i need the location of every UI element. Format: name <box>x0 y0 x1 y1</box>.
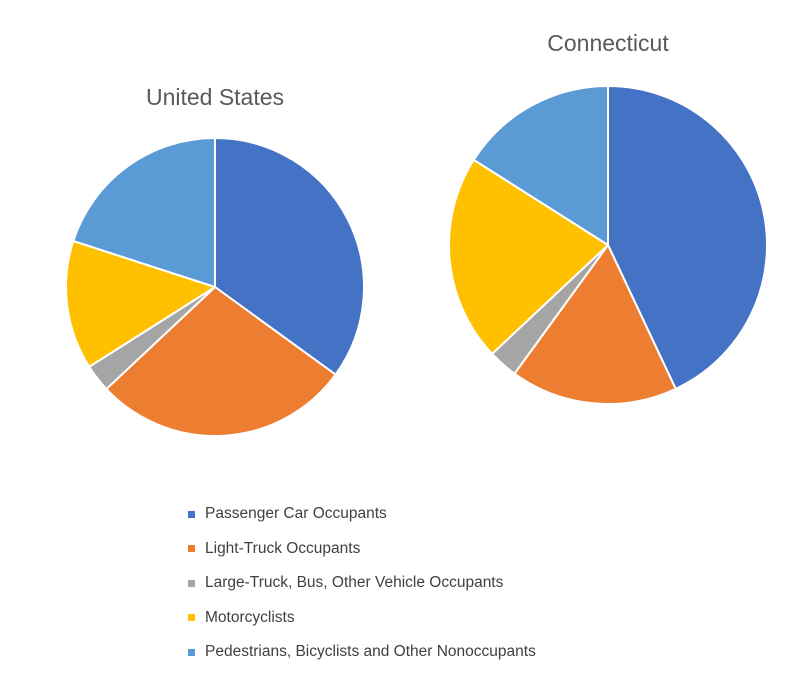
pie-slice-pedestrians-bicyclists-and-other-nonoccupants <box>72 137 216 288</box>
legend-label: Large-Truck, Bus, Other Vehicle Occupant… <box>205 574 504 592</box>
legend-label: Pedestrians, Bicyclists and Other Nonocc… <box>205 643 536 661</box>
chart-title-connecticut: Connecticut <box>547 30 669 56</box>
legend-swatch <box>188 579 195 587</box>
pie-slice-motorcyclists <box>448 158 609 355</box>
pie-slice-passenger-car-occupants <box>607 85 768 390</box>
pie-slice-light-truck-occupants <box>105 286 337 437</box>
legend-item-motorcyclists: Motorcyclists <box>188 601 536 636</box>
legend-label: Motorcyclists <box>205 608 295 626</box>
pie-connecticut <box>448 85 768 406</box>
legend-swatch <box>188 614 195 622</box>
pie-slice-pedestrians-bicyclists-and-other-nonoccupants <box>472 85 609 246</box>
legend: Passenger Car Occupants Light-Truck Occu… <box>188 497 536 670</box>
pie-slice-passenger-car-occupants <box>214 137 365 376</box>
legend-item-pedestrians: Pedestrians, Bicyclists and Other Nonocc… <box>188 635 536 670</box>
pie-united-states <box>65 137 365 437</box>
legend-item-passenger-car: Passenger Car Occupants <box>188 497 536 532</box>
legend-label: Passenger Car Occupants <box>205 505 387 523</box>
legend-label: Light-Truck Occupants <box>205 539 361 557</box>
legend-swatch <box>188 510 195 518</box>
legend-swatch <box>188 648 195 656</box>
pie-slice-light-truck-occupants <box>513 244 677 406</box>
chart-title-united-states: United States <box>145 84 285 110</box>
pie-slice-motorcyclists <box>65 239 216 368</box>
legend-swatch <box>188 545 195 553</box>
legend-item-light-truck: Light-Truck Occupants <box>188 532 536 567</box>
legend-item-large-truck-bus: Large-Truck, Bus, Other Vehicle Occupant… <box>188 566 536 601</box>
